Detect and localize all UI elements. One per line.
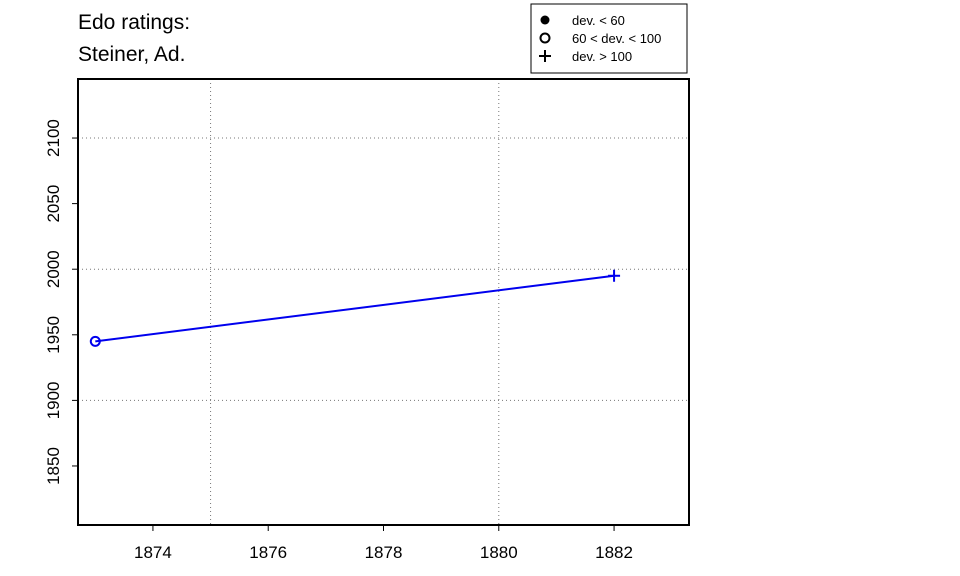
- legend: dev. < 60 60 < dev. < 100 dev. > 100: [530, 3, 688, 74]
- open-circle-marker: [539, 32, 551, 44]
- legend-box: [530, 3, 688, 74]
- legend-label: 60 < dev. < 100: [572, 31, 661, 46]
- chart-title: Edo ratings: Steiner, Ad.: [78, 11, 190, 66]
- series-layer: [89, 269, 621, 347]
- y-tick-label: 1950: [44, 316, 63, 354]
- y-tick-label: 2100: [44, 119, 63, 157]
- y-tick-label: 1900: [44, 381, 63, 419]
- y-tick-label: 2050: [44, 185, 63, 223]
- legend-entry: 60 < dev. < 100: [539, 31, 661, 46]
- x-tick-label: 1876: [249, 543, 287, 562]
- series-line: [95, 274, 615, 343]
- y-tick-label: 2000: [44, 250, 63, 288]
- filled-circle-marker: [540, 15, 550, 25]
- chart-subtitle-line: Steiner, Ad.: [78, 43, 185, 66]
- plot-frame: [77, 78, 690, 526]
- y-axis: 1850 1900 1950 2000 2050 2100: [44, 119, 78, 485]
- open-circle-marker: [89, 335, 101, 347]
- legend-label: dev. < 60: [572, 13, 625, 28]
- x-axis: 1874 1876 1878 1880 1882: [134, 525, 633, 562]
- plus-marker: [608, 269, 621, 282]
- legend-entry: dev. > 100: [539, 49, 632, 64]
- x-tick-label: 1882: [595, 543, 633, 562]
- x-tick-label: 1880: [480, 543, 518, 562]
- x-tick-label: 1874: [134, 543, 172, 562]
- x-tick-label: 1878: [365, 543, 403, 562]
- legend-entry: dev. < 60: [540, 13, 625, 28]
- grid: [78, 79, 689, 525]
- chart-title-line: Edo ratings:: [78, 11, 190, 34]
- legend-label: dev. > 100: [572, 49, 632, 64]
- y-tick-label: 1850: [44, 447, 63, 485]
- plus-marker: [539, 50, 551, 62]
